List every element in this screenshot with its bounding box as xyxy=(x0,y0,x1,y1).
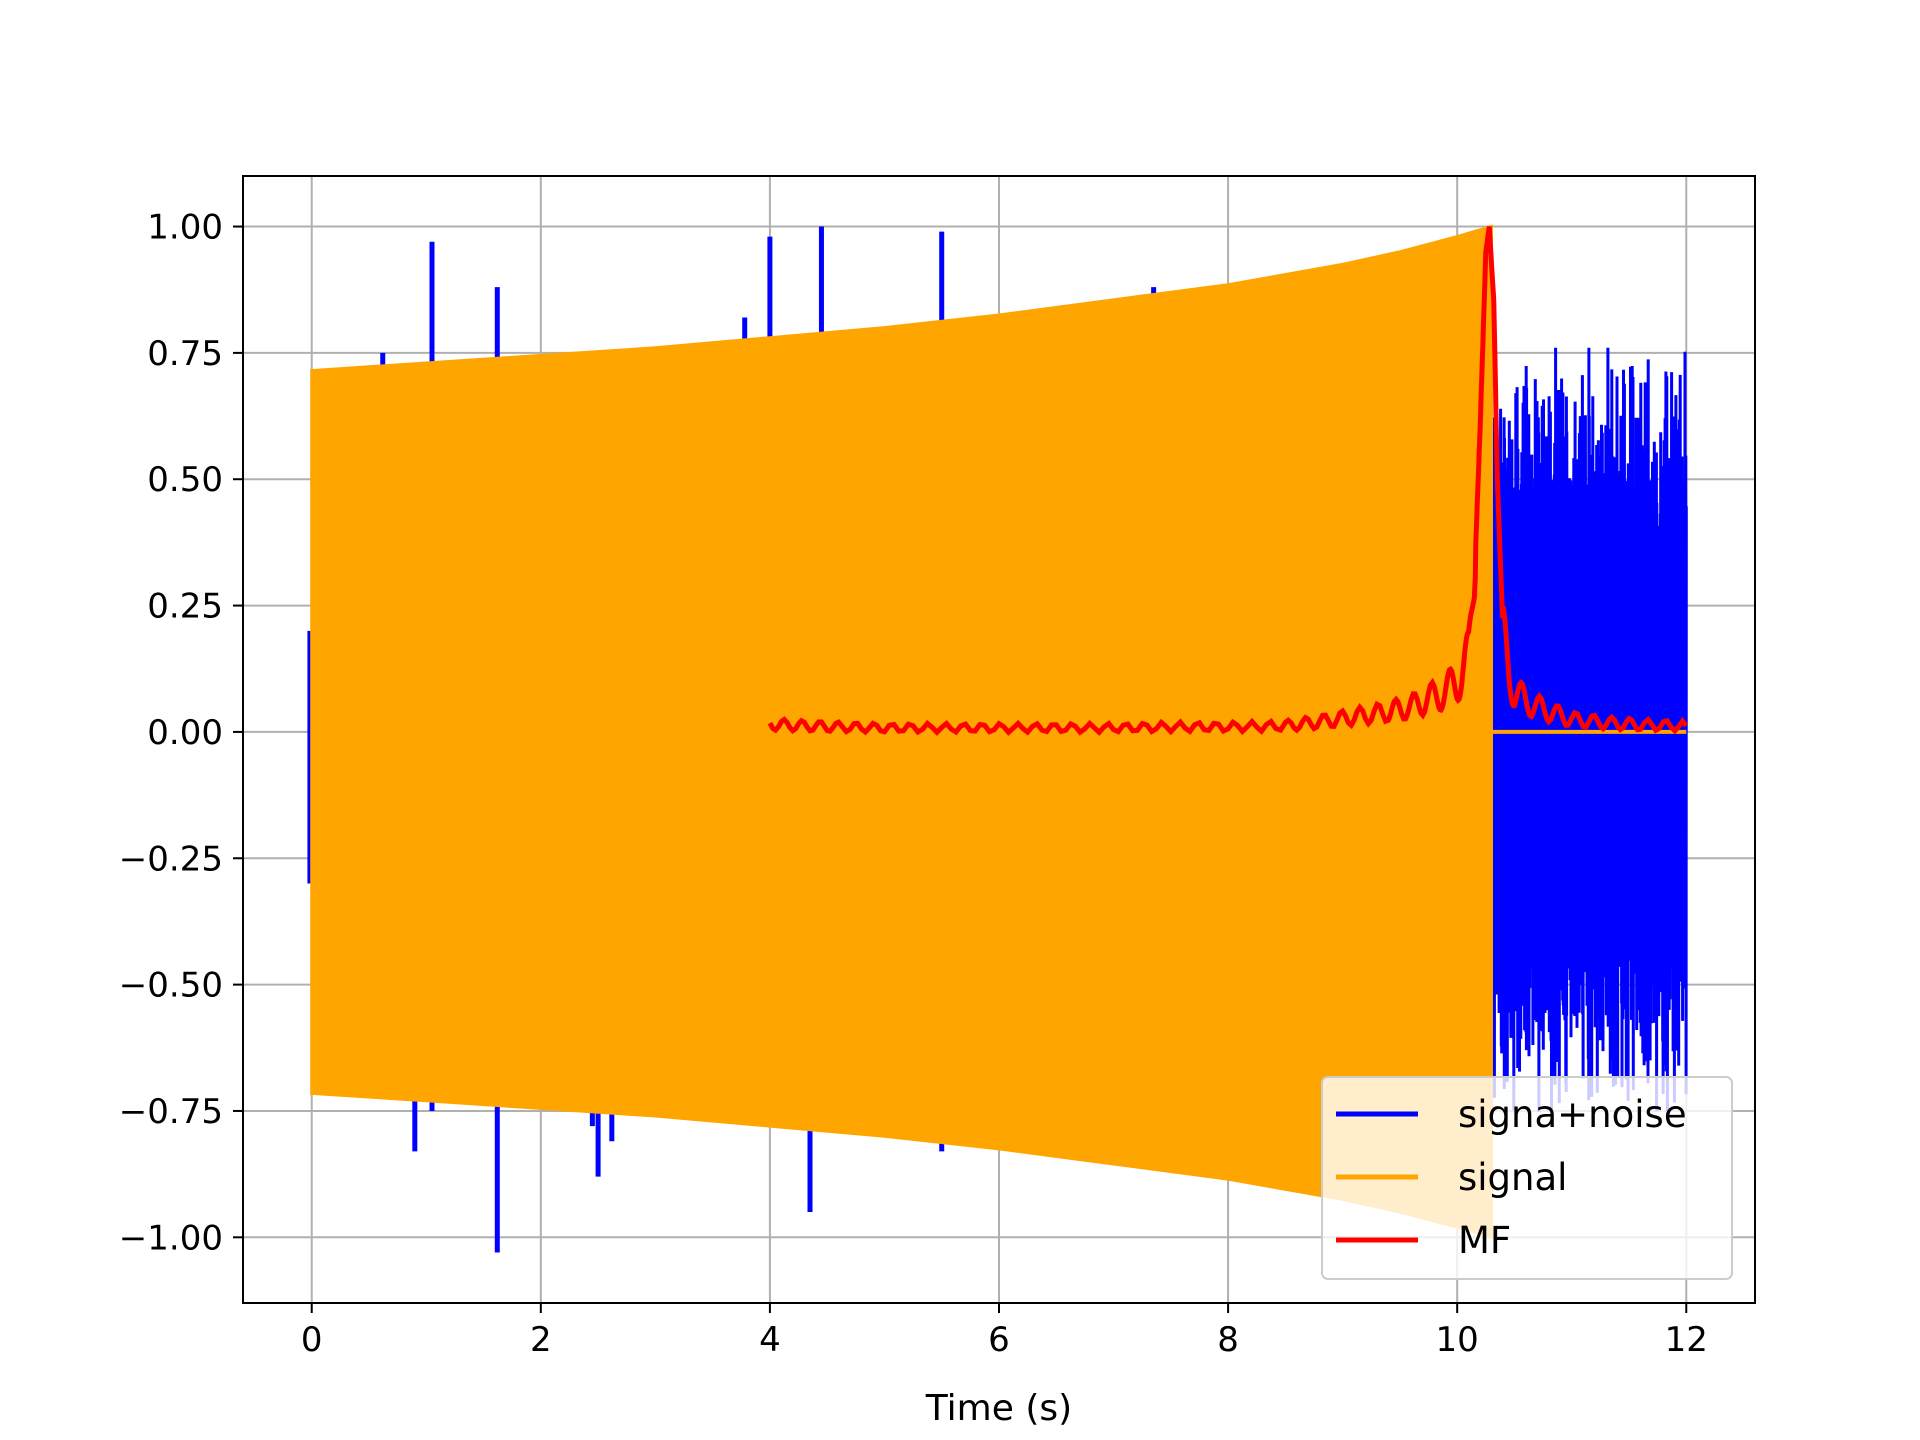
mf-line xyxy=(767,226,1689,736)
y-axis: −1.00 −0.75 −0.50 −0.25 0.00 0.25 0.50 0.75 1.00 xyxy=(119,208,243,1258)
x-tick-label: 8 xyxy=(1217,1320,1239,1360)
x-axis: 0 2 4 6 8 10 12 xyxy=(301,1303,1708,1360)
legend-entry: signal xyxy=(1458,1156,1567,1199)
y-tick-label: −0.25 xyxy=(119,839,223,879)
legend-entry: signa+noise xyxy=(1458,1093,1687,1136)
y-tick-label: −0.50 xyxy=(119,966,223,1006)
legend-box xyxy=(1321,1076,1733,1280)
y-tick-label: 0.50 xyxy=(147,460,223,500)
x-tick-label: 2 xyxy=(530,1320,552,1360)
y-tick-label: −1.00 xyxy=(119,1218,223,1258)
x-tick-label: 4 xyxy=(759,1320,781,1360)
plot-area xyxy=(307,224,1689,1253)
signa-noise-tail xyxy=(1490,347,1688,1117)
y-tick-label: 0.25 xyxy=(147,587,223,627)
x-tick-label: 6 xyxy=(988,1320,1010,1360)
legend-entry: MF xyxy=(1458,1219,1511,1262)
y-tick-label: 0.00 xyxy=(147,713,223,753)
series-mf xyxy=(767,226,1689,736)
legend: signa+noise signal MF xyxy=(1321,1076,1733,1280)
x-tick-label: 0 xyxy=(301,1320,323,1360)
y-tick-label: 0.75 xyxy=(147,334,223,374)
x-tick-label: 12 xyxy=(1665,1320,1708,1360)
x-tick-label: 10 xyxy=(1436,1320,1479,1360)
x-axis-label: Time (s) xyxy=(925,1388,1072,1429)
y-tick-label: 1.00 xyxy=(147,208,223,248)
y-tick-label: −0.75 xyxy=(119,1092,223,1132)
